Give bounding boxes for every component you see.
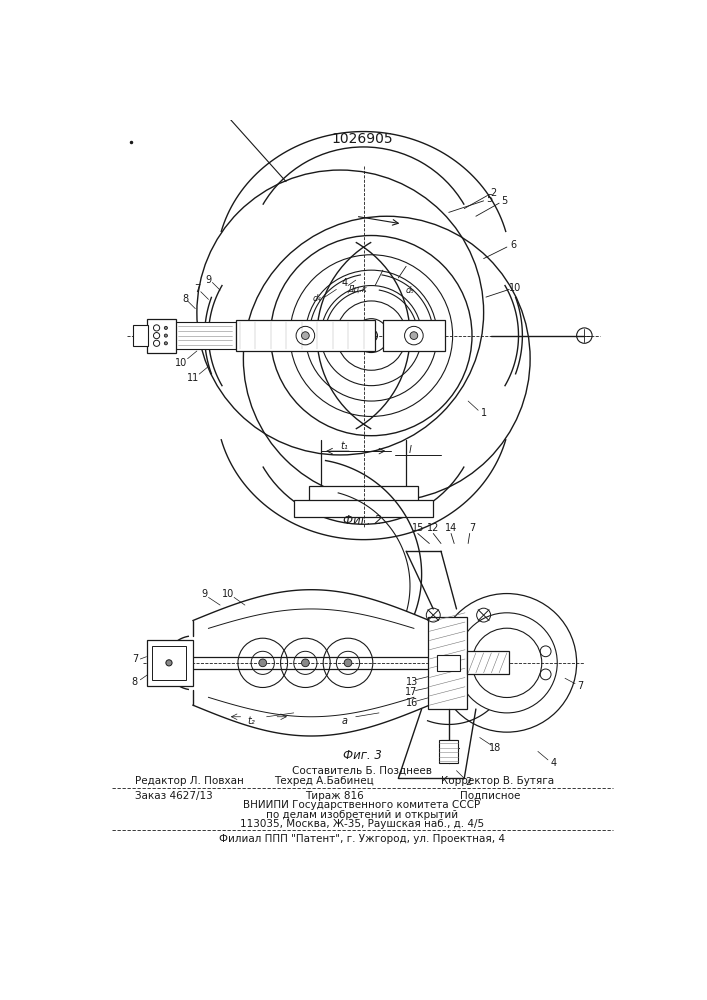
Text: 11: 11	[187, 373, 199, 383]
Text: Составитель Б. Позднеев: Составитель Б. Позднеев	[292, 766, 432, 776]
Text: 12: 12	[427, 523, 440, 533]
Bar	[146, 319, 176, 353]
Text: 14: 14	[445, 523, 457, 533]
Text: Редактор Л. Повхан: Редактор Л. Повхан	[135, 776, 244, 786]
Text: a: a	[341, 716, 347, 726]
Text: 15: 15	[411, 523, 424, 533]
Text: ВНИИПИ Государственного комитета СССР: ВНИИПИ Государственного комитета СССР	[243, 800, 481, 810]
Text: Фиг. 3: Фиг. 3	[342, 749, 381, 762]
Text: 4: 4	[550, 758, 556, 768]
Circle shape	[166, 660, 172, 666]
Circle shape	[164, 342, 168, 345]
Text: Тираж 816: Тираж 816	[305, 791, 364, 801]
Text: 5: 5	[501, 196, 508, 206]
Circle shape	[410, 332, 418, 339]
Text: 1026905: 1026905	[331, 132, 393, 146]
Bar	[467, 651, 509, 674]
Text: 2: 2	[465, 777, 472, 787]
Circle shape	[344, 659, 352, 667]
Text: 7: 7	[194, 284, 200, 294]
Text: 17: 17	[405, 687, 418, 697]
Text: Дц.к: Дц.к	[348, 285, 368, 294]
Text: Техред А.Бабинец: Техред А.Бабинец	[274, 776, 374, 786]
Text: 113035, Москва, Ж-35, Раушская наб., д. 4/5: 113035, Москва, Ж-35, Раушская наб., д. …	[240, 819, 484, 829]
Text: t₁: t₁	[340, 441, 348, 451]
Bar	[383, 320, 445, 351]
Circle shape	[365, 329, 378, 342]
Text: t₂: t₂	[247, 716, 255, 726]
Text: d₅: d₅	[406, 286, 414, 295]
Text: 8: 8	[182, 294, 188, 304]
Text: 9: 9	[201, 589, 208, 599]
Text: 10: 10	[222, 589, 234, 599]
Bar	[428, 617, 467, 709]
Text: l: l	[409, 445, 411, 455]
Text: 4: 4	[341, 278, 347, 288]
Circle shape	[301, 659, 309, 667]
Text: 2: 2	[490, 188, 496, 198]
Text: 8: 8	[132, 677, 138, 687]
Bar	[293, 500, 433, 517]
Text: Подписное: Подписное	[460, 791, 521, 801]
Circle shape	[259, 659, 267, 667]
Bar	[235, 320, 375, 351]
Text: 7: 7	[132, 654, 138, 664]
Text: Фиг. 2: Фиг. 2	[342, 514, 381, 527]
Text: 7: 7	[578, 681, 583, 691]
Text: 18: 18	[489, 743, 501, 753]
Bar	[174, 322, 235, 349]
Text: 13: 13	[406, 677, 418, 687]
Text: Заказ 4627/13: Заказ 4627/13	[135, 791, 213, 801]
Text: 6: 6	[510, 240, 516, 250]
Bar	[152, 646, 186, 680]
Bar	[309, 486, 418, 501]
Text: по делам изобретений и открытий: по делам изобретений и открытий	[266, 810, 458, 820]
Text: Филиал ППП "Патент", г. Ужгород, ул. Проектная, 4: Филиал ППП "Патент", г. Ужгород, ул. Про…	[219, 834, 505, 844]
Text: 10: 10	[509, 283, 522, 293]
Circle shape	[164, 334, 168, 337]
Bar	[437, 655, 460, 671]
Text: Корректор В. Бутяга: Корректор В. Бутяга	[441, 776, 554, 786]
Text: 16: 16	[406, 698, 418, 708]
Text: d₄: d₄	[312, 294, 322, 303]
Circle shape	[301, 332, 309, 339]
Text: 7: 7	[469, 523, 475, 533]
Text: 10: 10	[175, 358, 187, 368]
Circle shape	[164, 326, 168, 329]
Text: 9: 9	[206, 275, 211, 285]
Bar	[146, 640, 193, 686]
Text: 5: 5	[486, 194, 492, 204]
Text: 1: 1	[481, 408, 486, 418]
Bar	[132, 325, 148, 346]
Bar	[440, 740, 458, 763]
